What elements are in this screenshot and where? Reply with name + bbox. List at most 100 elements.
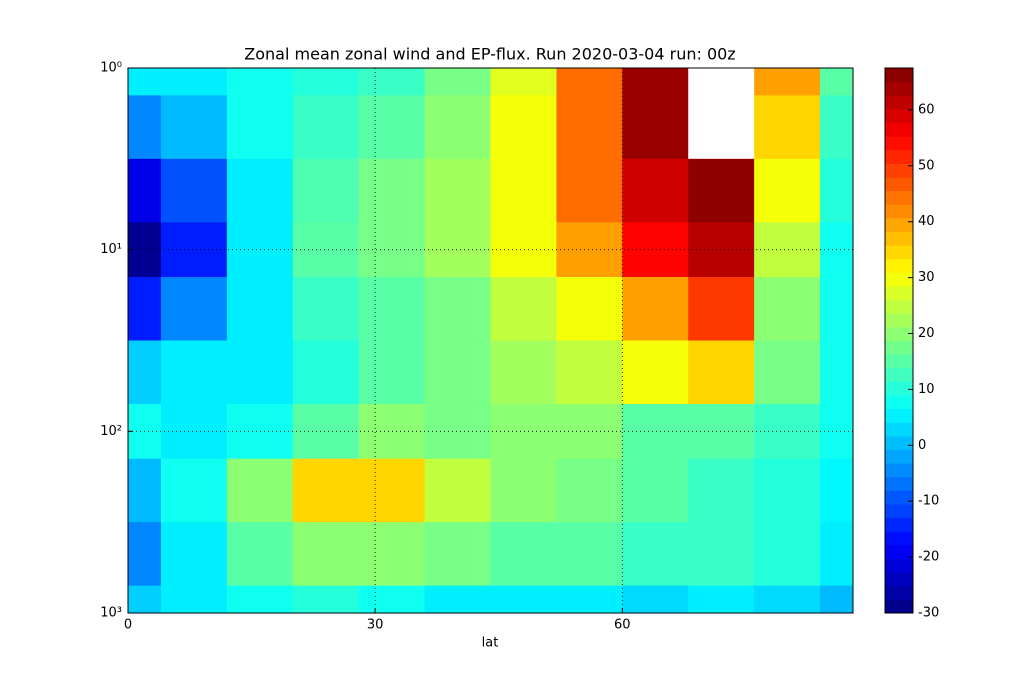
contour-cell <box>160 403 228 460</box>
contour-cell <box>754 458 821 523</box>
contour-cell <box>128 95 162 160</box>
contour-cell <box>128 458 162 523</box>
contour-cell <box>754 158 821 223</box>
contour-cell <box>556 222 623 278</box>
contour-cell <box>688 68 755 96</box>
contour-cell <box>292 340 360 405</box>
contour-cell <box>226 522 294 587</box>
contour-cell <box>622 158 689 223</box>
colorbar-band <box>885 163 913 178</box>
contour-cell <box>128 277 162 341</box>
colorbar-band <box>885 122 913 137</box>
colorbar-band <box>885 136 913 151</box>
contour-cell <box>358 68 426 96</box>
contour-cell <box>820 522 854 587</box>
colorbar-band <box>885 544 913 559</box>
contour-cell <box>358 158 426 223</box>
contour-cell <box>160 585 228 614</box>
contour-cell <box>226 585 294 614</box>
colorbar-band <box>885 286 913 301</box>
colorbar-band <box>885 68 913 83</box>
colorbar-band <box>885 326 913 341</box>
contour-cell <box>556 68 623 96</box>
colorbar-band <box>885 367 913 382</box>
contour-cell <box>358 340 426 405</box>
contour-cell <box>424 68 491 96</box>
colorbar-band <box>885 81 913 96</box>
contour-cell <box>754 68 821 96</box>
contour-cell <box>622 95 689 160</box>
colorbar-band <box>885 408 913 423</box>
contour-cell <box>424 277 491 341</box>
colorbar-band <box>885 340 913 355</box>
contour-cell <box>490 403 557 460</box>
contour-cell <box>688 222 755 278</box>
colorbar-band <box>885 435 913 450</box>
contour-cell <box>556 95 623 160</box>
contour-cell <box>160 222 228 278</box>
contour-cell <box>820 458 854 523</box>
contour-cell <box>424 158 491 223</box>
colorbar-tick-label: 10 <box>918 382 935 397</box>
contour-cell <box>820 68 854 96</box>
colorbar-band <box>885 504 913 519</box>
colorbar-band <box>885 381 913 396</box>
contour-cell <box>622 585 689 614</box>
contour-cell <box>688 458 755 523</box>
contour-cell <box>128 340 162 405</box>
contour-cell <box>688 277 755 341</box>
colorbar-band <box>885 572 913 587</box>
contour-cell <box>424 95 491 160</box>
colorbar-band <box>885 599 913 614</box>
contour-cell <box>358 458 426 523</box>
colorbar-band <box>885 395 913 410</box>
x-tick-label: 0 <box>124 618 132 633</box>
contour-cell <box>754 340 821 405</box>
contour-cell <box>688 158 755 223</box>
contour-cell <box>556 458 623 523</box>
colorbar-band <box>885 149 913 164</box>
contour-cell <box>160 458 228 523</box>
contour-cell <box>490 585 557 614</box>
colorbar-band <box>885 463 913 478</box>
colorbar-tick-label: -20 <box>918 550 939 565</box>
contour-cell <box>688 340 755 405</box>
contour-cell <box>490 522 557 587</box>
y-tick-label: 10⁰ <box>100 61 122 76</box>
contour-cell <box>820 340 854 405</box>
colorbar-band <box>885 231 913 246</box>
contour-cell <box>226 277 294 341</box>
contour-cell <box>622 522 689 587</box>
colorbar-band <box>885 354 913 369</box>
colorbar-tick-label: -30 <box>918 606 939 621</box>
contour-cell <box>490 277 557 341</box>
colorbar-tick-label: 30 <box>918 270 935 285</box>
colorbar-tick-label: 40 <box>918 214 935 229</box>
contour-cell <box>160 95 228 160</box>
contour-cell <box>820 277 854 341</box>
colorbar-band <box>885 517 913 532</box>
contour-cell <box>358 277 426 341</box>
contour-cell <box>292 585 360 614</box>
colorbar-band <box>885 108 913 123</box>
contour-cell <box>358 585 426 614</box>
colorbar-tick-label: 50 <box>918 158 935 173</box>
contour-cell <box>160 277 228 341</box>
contour-cell <box>160 340 228 405</box>
x-tick-label: 60 <box>614 618 631 633</box>
contour-cell <box>688 585 755 614</box>
x-tick-label: 30 <box>367 618 384 633</box>
y-tick-label: 10¹ <box>100 242 122 257</box>
contour-cell <box>754 277 821 341</box>
contour-cell <box>292 222 360 278</box>
contour-cell <box>292 522 360 587</box>
colorbar-band <box>885 585 913 600</box>
x-axis-label: lat <box>482 636 499 651</box>
contour-cell <box>292 277 360 341</box>
contour-cell <box>754 222 821 278</box>
contour-cell <box>490 95 557 160</box>
contour-cell <box>556 340 623 405</box>
contour-cell <box>160 158 228 223</box>
contour-cell <box>226 158 294 223</box>
